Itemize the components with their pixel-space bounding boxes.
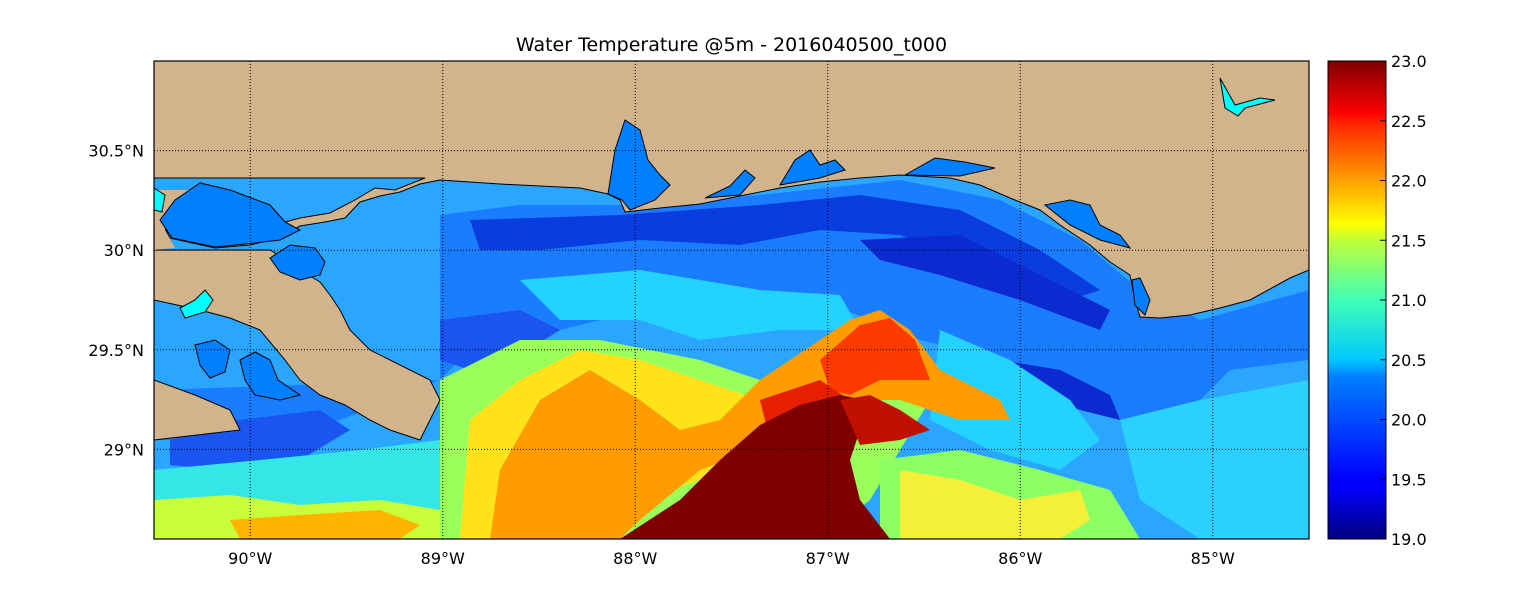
map-title: Water Temperature @5m - 2016040500_t000 (515, 34, 948, 56)
inland-water (154, 77, 1276, 401)
colorbar-tick-label: 19.0 (1391, 530, 1427, 549)
longitude-labels: 90°W 89°W 88°W 87°W 86°W 85°W (228, 549, 1235, 568)
longitude-tick-label: 89°W (421, 549, 465, 568)
latitude-tick-label: 29.5°N (88, 341, 144, 360)
longitude-tick-label: 88°W (613, 549, 657, 568)
colorbar-tick-label: 19.5 (1391, 470, 1427, 489)
colorbar-tick-label: 20.5 (1391, 351, 1427, 370)
colorbar (1327, 60, 1387, 540)
latitude-labels: 30.5°N 30°N 29.5°N 29°N (88, 142, 144, 460)
graticule (154, 61, 1309, 539)
longitude-tick-label: 86°W (998, 549, 1042, 568)
colorbar-tick-label: 21.0 (1391, 291, 1427, 310)
longitude-tick-label: 85°W (1191, 549, 1235, 568)
latitude-tick-label: 29°N (104, 440, 144, 459)
longitude-tick-label: 90°W (228, 549, 272, 568)
latitude-tick-label: 30°N (104, 241, 144, 260)
colorbar-tick-label: 21.5 (1391, 231, 1427, 250)
map-frame (153, 60, 1310, 540)
colorbar-tick-label: 20.0 (1391, 411, 1427, 430)
colorbar-tick-label: 22.5 (1391, 112, 1427, 131)
colorbar-tick-label: 22.0 (1391, 172, 1427, 191)
colorbar-tick-label: 23.0 (1391, 52, 1427, 71)
latitude-tick-label: 30.5°N (88, 142, 144, 161)
longitude-tick-label: 87°W (806, 549, 850, 568)
colorbar-labels: 19.0 19.5 20.0 20.5 21.0 21.5 22.0 22.5 23.0 (1380, 52, 1427, 549)
